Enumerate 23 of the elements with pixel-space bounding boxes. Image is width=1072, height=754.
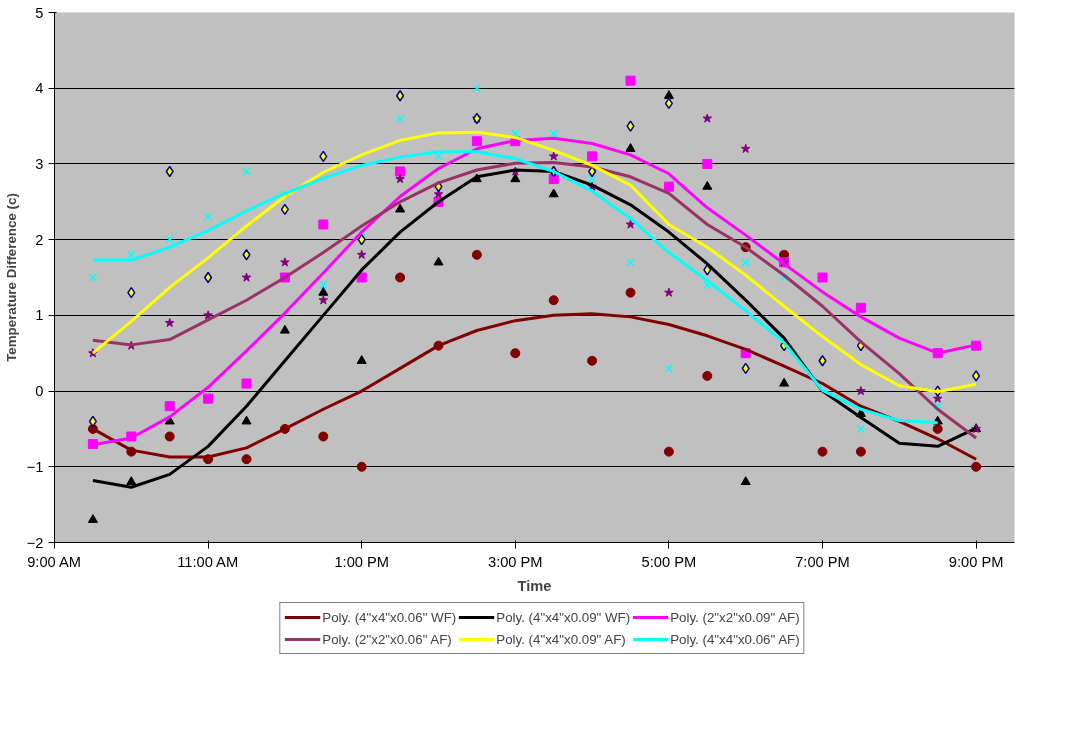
y-axis-title: Temperature Difference (c)	[3, 193, 19, 362]
x-tick-label: 1:00 PM	[334, 553, 389, 570]
y-tick-label: 5	[35, 4, 44, 21]
y-tick-label: 2	[35, 231, 44, 248]
legend-label: Poly. (4"x4"x0.06" WF)	[322, 609, 457, 625]
y-tick-label: 1	[35, 307, 44, 324]
y-tick-label: −1	[26, 458, 44, 475]
x-tick-label: 3:00 PM	[488, 553, 543, 570]
y-tick-label: 4	[35, 80, 44, 97]
x-tick-label: 9:00 AM	[27, 553, 81, 570]
legend-label: Poly. (4"x4"x0.06" AF)	[670, 631, 800, 647]
x-tick-label: 11:00 AM	[177, 553, 239, 570]
legend-label: Poly. (4"x4"x0.09" WF)	[496, 609, 631, 625]
x-tick-label: 5:00 PM	[641, 553, 697, 570]
x-tick-label: 9:00 PM	[948, 553, 1004, 570]
legend-label: Poly. (2"x2"x0.09" AF)	[670, 609, 800, 625]
legend-label: Poly. (2"x2"x0.06" AF)	[322, 631, 452, 647]
legend-label: Poly. (4"x4"x0.09" AF)	[496, 631, 626, 647]
y-tick-label: −2	[26, 534, 44, 551]
x-tick-label: 7:00 PM	[795, 553, 850, 570]
y-tick-label: 3	[35, 155, 44, 172]
y-tick-label: 0	[35, 383, 44, 400]
x-axis-title: Time	[517, 577, 552, 594]
